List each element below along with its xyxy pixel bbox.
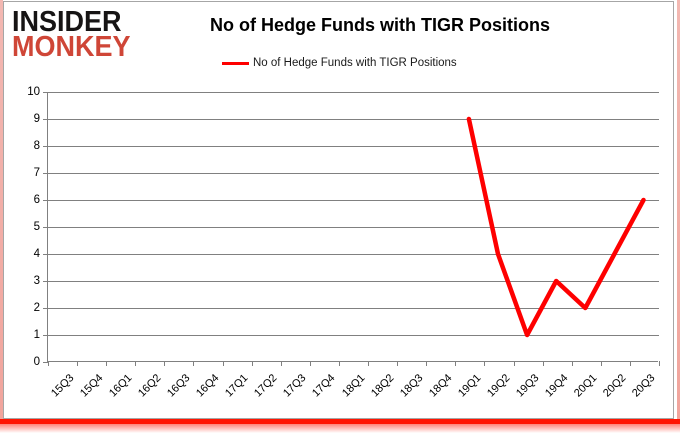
x-tick-18	[571, 361, 573, 366]
logo-word-insider: INSIDER	[12, 5, 122, 38]
y-tick-8	[43, 146, 48, 147]
y-tick-10	[43, 92, 48, 93]
x-tick-4	[164, 361, 166, 366]
y-axis-label-5: 5	[33, 221, 40, 233]
y-axis-label-8: 8	[33, 140, 40, 152]
gridline-y-9	[48, 119, 659, 120]
x-tick-9	[309, 361, 311, 366]
x-tick-21	[659, 361, 660, 366]
y-axis-label-2: 2	[33, 302, 40, 314]
x-tick-0	[48, 361, 49, 366]
legend-label: No of Hedge Funds with TIGR Positions	[253, 57, 457, 69]
y-axis-label-3: 3	[33, 275, 40, 287]
y-tick-9	[43, 119, 48, 120]
insider-monkey-logo: INSIDER MONKEY	[12, 5, 142, 63]
y-tick-2	[43, 308, 48, 309]
gridline-y-1	[48, 335, 659, 336]
x-tick-14	[455, 361, 457, 366]
gridline-y-8	[48, 146, 659, 147]
gridline-y-7	[48, 173, 659, 174]
y-tick-0	[43, 362, 48, 363]
gridline-y-6	[48, 200, 659, 201]
chart-area-border	[3, 1, 674, 419]
y-tick-4	[43, 254, 48, 255]
x-tick-17	[542, 361, 544, 366]
right-red-edge	[677, 0, 680, 423]
gridline-y-10	[48, 92, 659, 93]
x-tick-5	[193, 361, 195, 366]
x-tick-19	[600, 361, 602, 366]
y-tick-5	[43, 227, 48, 228]
gridline-y-3	[48, 281, 659, 282]
x-tick-16	[513, 361, 515, 366]
logo-word-monkey: MONKEY	[12, 30, 131, 63]
bottom-red-border	[0, 419, 680, 424]
y-tick-3	[43, 281, 48, 282]
x-tick-20	[629, 361, 631, 366]
x-tick-6	[222, 361, 224, 366]
x-tick-1	[77, 361, 79, 366]
gridline-y-4	[48, 254, 659, 255]
gridline-y-2	[48, 308, 659, 309]
x-tick-13	[426, 361, 428, 366]
y-tick-7	[43, 173, 48, 174]
y-axis-label-7: 7	[33, 167, 40, 179]
left-red-edge	[0, 0, 3, 423]
y-axis-label-0: 0	[33, 356, 40, 368]
y-axis-label-10: 10	[27, 86, 40, 98]
x-tick-10	[338, 361, 340, 366]
y-axis-label-9: 9	[33, 113, 40, 125]
y-axis-label-1: 1	[33, 329, 40, 341]
x-tick-11	[368, 361, 370, 366]
x-tick-7	[251, 361, 253, 366]
x-tick-8	[280, 361, 282, 366]
y-axis-label-4: 4	[33, 248, 40, 260]
chart-title: No of Hedge Funds with TIGR Positions	[210, 15, 550, 35]
bottom-red-glow	[0, 424, 680, 433]
y-tick-1	[43, 335, 48, 336]
plot-area	[43, 92, 660, 366]
x-tick-15	[484, 361, 486, 366]
legend-line-swatch	[222, 61, 249, 65]
y-tick-6	[43, 200, 48, 201]
y-axis-label-6: 6	[33, 194, 40, 206]
gridline-y-5	[48, 227, 659, 228]
x-tick-2	[106, 361, 108, 366]
x-tick-12	[397, 361, 399, 366]
x-tick-3	[135, 361, 137, 366]
legend: No of Hedge Funds with TIGR Positions	[222, 56, 457, 70]
